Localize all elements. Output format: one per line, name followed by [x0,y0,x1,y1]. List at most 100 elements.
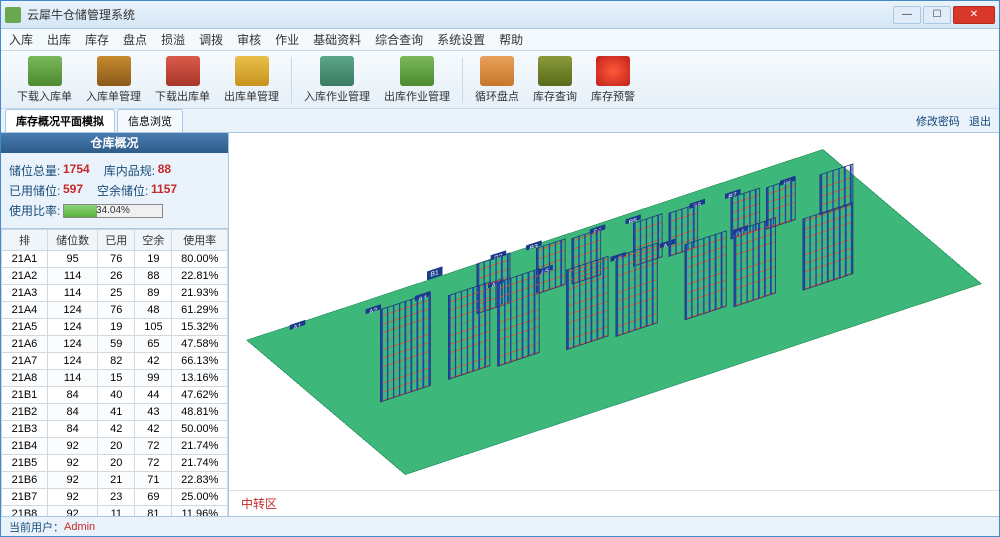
table-row[interactable]: 21B284414348.81% [2,404,228,421]
table-row[interactable]: 21B692217122.83% [2,472,228,489]
menu-7[interactable]: 作业 [275,31,299,48]
toolbar-icon [400,56,434,86]
menu-10[interactable]: 系统设置 [437,31,485,48]
window-controls: — ☐ ✕ [893,6,995,24]
toolbar-icon [480,56,514,86]
link-change-password[interactable]: 修改密码 [916,116,960,128]
total-label: 储位总量: [9,162,63,179]
view-area: A1A2A3A4A5A6A7A8B1B2B3B4B5B6B7B8 中转区 [229,133,999,516]
toolbar-label: 入库单管理 [86,88,141,104]
warehouse-3d-view[interactable]: A1A2A3A4A5A6A7A8B1B2B3B4B5B6B7B8 [229,133,999,490]
toolbar-btn-0[interactable]: 下载入库单 [11,54,78,106]
link-logout[interactable]: 退出 [969,116,991,128]
menu-4[interactable]: 损溢 [161,31,185,48]
minimize-button[interactable]: — [893,6,921,24]
toolbar-icon [28,56,62,86]
usage-pct: 34.04% [64,205,162,217]
table-row[interactable]: 21A6124596547.58% [2,336,228,353]
toolbar-label: 循环盘点 [475,88,519,104]
window-title: 云犀牛仓储管理系统 [27,6,893,23]
table-row[interactable]: 21A7124824266.13% [2,353,228,370]
zone-label: 中转区 [229,490,999,516]
toolbar-label: 下载出库单 [155,88,210,104]
status-user: Admin [64,521,95,533]
table-row[interactable]: 21A51241910515.32% [2,319,228,336]
col-header: 已用 [98,230,135,251]
toolbar-btn-8[interactable]: 库存预警 [585,54,641,106]
toolbar-btn-4[interactable]: 入库作业管理 [298,54,376,106]
left-panel: 仓库概况 储位总量: 1754 库内品规: 88 已用储位: 597 空余储位:… [1,133,229,516]
table-row[interactable]: 21B892118111.96% [2,506,228,517]
toolbar-btn-1[interactable]: 入库单管理 [80,54,147,106]
toolbar-label: 库存预警 [591,88,635,104]
sku-value: 88 [158,162,171,179]
menu-2[interactable]: 库存 [85,31,109,48]
toolbar-btn-7[interactable]: 库存查询 [527,54,583,106]
toolbar-label: 下载入库单 [17,88,72,104]
free-label: 空余储位: [97,182,151,199]
maximize-button[interactable]: ☐ [923,6,951,24]
rack-B4[interactable]: B4 [605,233,638,246]
tabstrip: 库存概况平面模拟 信息浏览 修改密码 退出 [1,109,999,133]
table-row[interactable]: 21B492207221.74% [2,438,228,455]
menu-1[interactable]: 出库 [47,31,71,48]
table-row[interactable]: 21A2114268822.81% [2,268,228,285]
table-row[interactable]: 21B592207221.74% [2,455,228,472]
toolbar-icon [320,56,354,86]
table-wrap[interactable]: 排储位数已用空余使用率 21A195761980.00%21A211426882… [1,228,228,516]
table-row[interactable]: 21A195761980.00% [2,251,228,268]
menu-9[interactable]: 综合查询 [375,31,423,48]
app-window: 云犀牛仓储管理系统 — ☐ ✕ 入库出库库存盘点损溢调拨审核作业基础资料综合查询… [0,0,1000,537]
toolbar: 下载入库单入库单管理下载出库单出库单管理 入库作业管理出库作业管理 循环盘点库存查询… [1,51,999,109]
toolbar-btn-2[interactable]: 下载出库单 [149,54,216,106]
table-row[interactable]: 21A8114159913.16% [2,370,228,387]
statusbar: 当前用户： Admin [1,516,999,536]
titlebar: 云犀牛仓储管理系统 — ☐ ✕ [1,1,999,29]
toolbar-icon [166,56,200,86]
toolbar-btn-6[interactable]: 循环盘点 [469,54,525,106]
used-value: 597 [63,182,83,199]
menu-5[interactable]: 调拨 [199,31,223,48]
menu-0[interactable]: 入库 [9,31,33,48]
usage-bar: 34.04% [63,204,163,218]
table-row[interactable]: 21A4124764861.29% [2,302,228,319]
toolbar-label: 库存查询 [533,88,577,104]
toolbar-icon [596,56,630,86]
table-row[interactable]: 21B792236925.00% [2,489,228,506]
toolbar-btn-3[interactable]: 出库单管理 [218,54,285,106]
rack-A1[interactable]: A1 [322,336,376,356]
table-row[interactable]: 21B184404447.62% [2,387,228,404]
rate-label: 使用比率: [9,202,63,219]
panel-header: 仓库概况 [1,133,228,153]
col-header: 空余 [135,230,172,251]
status-label: 当前用户： [9,519,64,535]
menubar: 入库出库库存盘点损溢调拨审核作业基础资料综合查询系统设置帮助 [1,29,999,51]
toolbar-label: 入库作业管理 [304,88,370,104]
menu-8[interactable]: 基础资料 [313,31,361,48]
col-header: 储位数 [47,230,97,251]
floor-plane: A1A2A3A4A5A6A7A8B1B2B3B4B5B6B7B8 [246,149,982,475]
toolbar-label: 出库单管理 [224,88,279,104]
app-icon [5,7,21,23]
toolbar-icon [97,56,131,86]
col-header: 使用率 [172,230,228,251]
tab-info[interactable]: 信息浏览 [117,109,183,132]
toolbar-label: 出库作业管理 [384,88,450,104]
menu-11[interactable]: 帮助 [499,31,523,48]
rack-B6[interactable]: B6 [704,207,737,220]
close-button[interactable]: ✕ [953,6,995,24]
total-value: 1754 [63,162,90,179]
tab-overview[interactable]: 库存概况平面模拟 [5,109,115,132]
menu-6[interactable]: 审核 [237,31,261,48]
used-label: 已用储位: [9,182,63,199]
sku-label: 库内品规: [104,162,158,179]
stats-block: 储位总量: 1754 库内品规: 88 已用储位: 597 空余储位: 1157… [1,153,228,228]
menu-3[interactable]: 盘点 [123,31,147,48]
rack-table: 排储位数已用空余使用率 21A195761980.00%21A211426882… [1,229,228,516]
col-header: 排 [2,230,48,251]
table-row[interactable]: 21B384424250.00% [2,421,228,438]
rack-B8[interactable]: B8 [794,182,831,196]
table-row[interactable]: 21A3114258921.93% [2,285,228,302]
toolbar-btn-5[interactable]: 出库作业管理 [378,54,456,106]
toolbar-icon [538,56,572,86]
